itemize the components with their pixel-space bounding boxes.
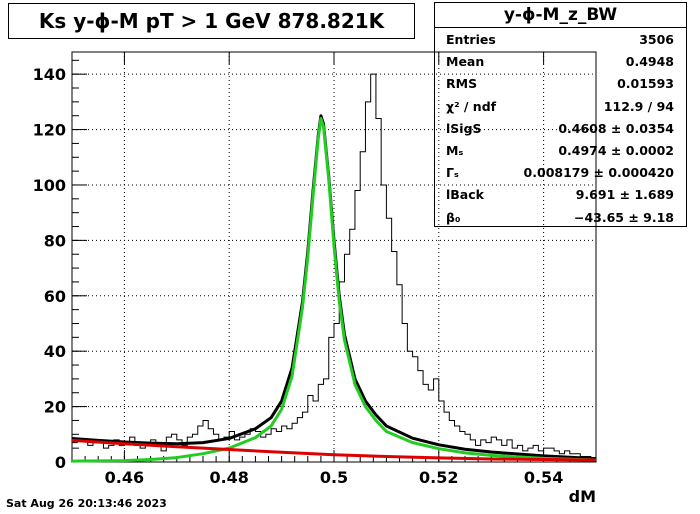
stats-name: y-ϕ-M_z_BW — [435, 3, 686, 28]
stats-value: 0.4974 ± 0.0002 — [558, 142, 674, 158]
stats-value: 0.01593 — [617, 76, 674, 92]
x-tick-label: 0.54 — [524, 468, 563, 487]
y-tick-label: 60 — [44, 287, 66, 306]
stats-row: lBack 9.691 ± 1.689 — [435, 183, 686, 205]
stats-row: Γₛ 0.008179 ± 0.000420 — [435, 161, 686, 183]
stats-label: Mean — [446, 54, 485, 70]
fit-curve-2 — [71, 438, 597, 462]
stats-label: Entries — [446, 32, 496, 47]
stats-label: χ² / ndf — [446, 98, 497, 114]
stats-value: −43.65 ± 9.18 — [573, 209, 674, 225]
stats-box: y-ϕ-M_z_BW Entries 3506 Mean 0.4948 RMS 0.015… — [434, 2, 687, 227]
stats-row: β₀ −43.65 ± 9.18 — [435, 206, 686, 228]
stats-row: lSigS 0.4608 ± 0.0354 — [435, 117, 686, 139]
stats-label: β₀ — [446, 209, 461, 225]
chart-title-text: Ks y-ϕ-M pT > 1 GeV 878.821K — [38, 9, 385, 33]
stats-label: Γₛ — [446, 165, 459, 181]
stats-value: 112.9 / 94 — [603, 98, 674, 114]
fit-curve-1 — [71, 116, 597, 463]
histogram — [72, 73, 596, 460]
y-tick-label: 40 — [44, 342, 66, 361]
fit-curve-0 — [71, 114, 597, 461]
stats-row: RMS 0.01593 — [435, 72, 686, 94]
x-tick-label: 0.46 — [105, 468, 144, 487]
stats-label: lSigS — [446, 120, 482, 136]
stats-value: 3506 — [639, 32, 674, 47]
stats-value: 0.008179 ± 0.000420 — [523, 165, 674, 181]
y-tick-label: 100 — [33, 176, 66, 195]
stats-row: Entries 3506 — [435, 28, 686, 50]
stats-row: χ² / ndf 112.9 / 94 — [435, 95, 686, 117]
x-axis-title: dM — [569, 487, 596, 506]
y-tick-label: 80 — [44, 231, 66, 250]
datestamp: Sat Aug 26 20:13:46 2023 — [6, 497, 167, 510]
stats-label: lBack — [446, 187, 484, 203]
stats-value: 0.4948 — [625, 54, 674, 70]
stats-rows: Entries 3506 Mean 0.4948 RMS 0.01593 χ² / ndf 1… — [435, 28, 686, 228]
stats-row: Mean 0.4948 — [435, 50, 686, 72]
stats-label: RMS — [446, 76, 478, 92]
stats-value: 9.691 ± 1.689 — [575, 187, 674, 203]
y-tick-label: 140 — [33, 65, 66, 84]
y-tick-label: 0 — [55, 453, 66, 472]
y-tick-label: 20 — [44, 398, 66, 417]
y-tick-label: 120 — [33, 121, 66, 140]
stats-label: Mₛ — [446, 142, 464, 158]
stats-value: 0.4608 ± 0.0354 — [558, 120, 674, 136]
x-tick-label: 0.48 — [209, 468, 248, 487]
chart-title: Ks y-ϕ-M pT > 1 GeV 878.821K — [8, 3, 415, 39]
x-tick-label: 0.52 — [419, 468, 458, 487]
x-tick-label: 0.5 — [320, 468, 348, 487]
stats-row: Mₛ 0.4974 ± 0.0002 — [435, 139, 686, 161]
